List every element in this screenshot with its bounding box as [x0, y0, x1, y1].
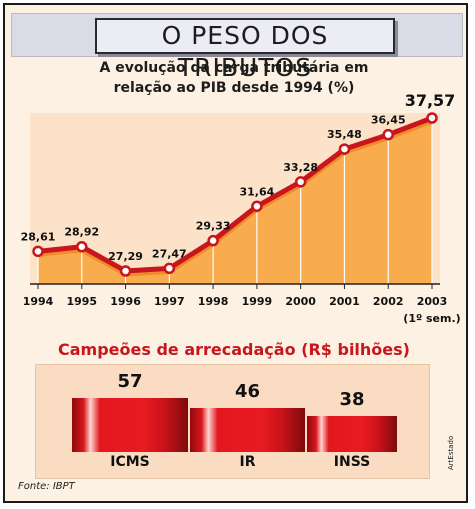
data-point [76, 240, 88, 253]
data-label: 29,33 [196, 220, 231, 233]
data-point [294, 176, 307, 188]
bar-chart-title: Campeões de arrecadação (R$ bilhões) [58, 340, 410, 359]
data-label: 35,48 [327, 128, 362, 141]
line-chart-title-1: A evolução da carga tributária em [99, 60, 369, 76]
data-point [426, 112, 438, 124]
data-label: 27,47 [152, 247, 187, 260]
data-label: 33,28 [283, 161, 318, 174]
bar [72, 398, 188, 452]
source-note: Fonte: IBPT [18, 481, 75, 492]
line-chart-title-2: relação ao PIB desde 1994 (%) [113, 80, 355, 96]
series-line [37, 115, 433, 274]
bar-category-label: ICMS [110, 454, 150, 470]
data-point [251, 200, 263, 213]
x-tick-label: 2000 [285, 295, 316, 308]
line-chart: 28,61 1994 28,92 1995 27,29 1996 27,47 1997 29,3… [21, 91, 461, 325]
x-tick-label: 2001 [329, 295, 360, 308]
x-tick-label: 1998 [198, 295, 229, 308]
x-tick-label: 1995 [66, 295, 97, 308]
data-point [382, 128, 394, 141]
x-tick-label: 1999 [242, 295, 273, 308]
data-point [338, 143, 351, 155]
data-point [163, 262, 176, 275]
x-tick-label: 1997 [154, 295, 185, 308]
x-tick-label: 2002 [373, 295, 404, 308]
data-point [207, 234, 219, 247]
data-label: 31,64 [239, 185, 274, 198]
x-tick-note: (1º sem.) [403, 312, 460, 325]
data-label: 27,29 [108, 250, 143, 263]
data-label: 37,57 [405, 91, 456, 110]
bar-value-label: 57 [117, 371, 143, 392]
x-tick-label: 1994 [23, 295, 54, 308]
bar [190, 408, 305, 452]
bar-category-label: INSS [333, 454, 371, 470]
bar [307, 416, 397, 452]
x-tick-label: 1996 [110, 295, 141, 308]
bar-category-label: IR [239, 454, 256, 470]
bar-value-label: 46 [234, 381, 261, 403]
data-point [32, 245, 44, 258]
data-label: 28,61 [21, 230, 56, 243]
page-title: O PESO DOS TRIBUTOS [95, 18, 395, 82]
bar-value-label: 38 [339, 389, 365, 410]
x-tick-label: 2003 [417, 295, 448, 308]
data-point [119, 265, 132, 277]
credit-note: ArtEstado [447, 435, 455, 470]
data-label: 36,45 [371, 114, 406, 127]
data-label: 28,92 [64, 226, 99, 239]
